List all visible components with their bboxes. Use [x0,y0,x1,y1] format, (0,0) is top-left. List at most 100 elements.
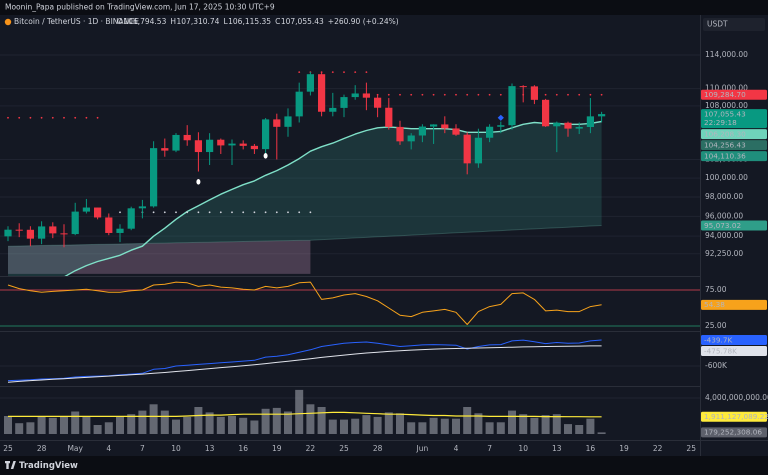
price-tag-label: 107,055.43 [704,109,746,118]
signal-marker [263,153,268,159]
candle-body [60,233,68,235]
level-dot [152,211,155,214]
level-dot [253,211,256,214]
price-tag-label: 104,256.43 [704,140,746,149]
candle-body [138,206,146,209]
level-dot [387,93,390,96]
level-dot [343,71,345,73]
volume-bar [37,415,46,434]
y-tick-label: 4,000,000,000.00 [705,393,768,402]
x-tick-label: 7 [140,444,145,453]
coin-icon [4,18,12,26]
price-tag [701,299,767,310]
level-dot [298,71,301,73]
volume-bar [485,422,494,434]
level-dot [477,93,480,96]
volume-bar [127,414,136,434]
volume-bar [429,417,438,434]
y-tick-label: 25.00 [705,321,727,330]
candle-body [15,229,23,231]
lower-band [7,225,602,247]
candle-body [463,134,471,164]
price-tag-label: -475.78K [704,346,737,355]
candle-body [150,148,158,207]
candle-body [519,86,527,88]
level-dot [275,211,278,214]
level-dot [197,211,200,214]
volume-bar [295,389,304,434]
volume-bar [60,416,68,434]
volume-bar [351,418,360,434]
candle-body [598,114,606,117]
level-dot [499,93,502,96]
volume-bar [205,412,214,434]
ohlc-value: 107,310.74 [177,17,220,26]
candle-body [586,116,594,128]
x-tick-label: 16 [238,444,248,453]
level-dot [163,211,166,214]
candle-body [430,124,438,127]
x-tick-label: 25 [686,444,696,453]
level-dot [443,93,446,96]
candle-body [407,135,415,142]
series-line [7,345,602,383]
series-line [7,281,602,325]
volume-bar [340,419,348,434]
level-dot [578,93,581,96]
candle-body [38,226,46,239]
x-tick-label: 19 [619,444,629,453]
y-tick-label: 114,000.00 [705,50,748,59]
price-tag [701,335,767,346]
symbol-title: Bitcoin / TetherUS · 1D · BINANCE [14,17,139,26]
price-tag [701,346,767,357]
volume-bar [508,410,516,434]
x-tick-label: 13 [205,444,215,453]
candle-body [105,217,113,233]
brand: TradingView [19,461,78,471]
level-dot [488,93,491,96]
ohlc-value: 107,055.43 [281,17,324,26]
candle-body [474,137,482,164]
top-strip [0,0,768,15]
x-tick-label: 13 [552,444,562,453]
level-dot [219,211,222,214]
volume-bar [48,417,57,434]
level-dot [96,116,99,119]
x-tick-label: 28 [373,444,383,453]
candle-body [452,128,460,135]
volume-bar [82,416,91,434]
y-tick-label: 108,000.00 [705,101,748,110]
price-tag-label: 179,252,308.06 [704,428,762,437]
candle-body [161,148,169,151]
candle-body [340,97,348,108]
x-tick-label: 10 [171,444,181,453]
volume-bar [597,432,606,434]
y-tick-label: -600K [705,361,728,370]
candle-body [94,207,102,218]
volume-bar [104,422,113,434]
volume-bar [26,422,35,434]
countdown: 22:29:18 [704,118,737,127]
candle-body [553,122,561,127]
ohlc-value: 106,115.35 [228,17,271,26]
candle-body [508,86,516,126]
x-tick-label: 4 [454,444,459,453]
currency: USDT [707,20,728,29]
level-dot [74,116,77,119]
x-tick-label: 25 [3,444,13,453]
candle-body [127,208,135,229]
volume-ma [8,411,602,418]
y-tick-label: 92,250.00 [705,249,743,258]
candle-body [71,211,79,235]
volume-bar [250,420,259,434]
volume-bar [418,422,427,434]
level-dot [51,116,54,119]
trend-line [64,120,602,276]
x-tick-label: 19 [272,444,282,453]
volume-bar [284,411,292,434]
price-tag [701,109,767,129]
candle-body [49,226,57,234]
x-tick-label: 16 [586,444,596,453]
